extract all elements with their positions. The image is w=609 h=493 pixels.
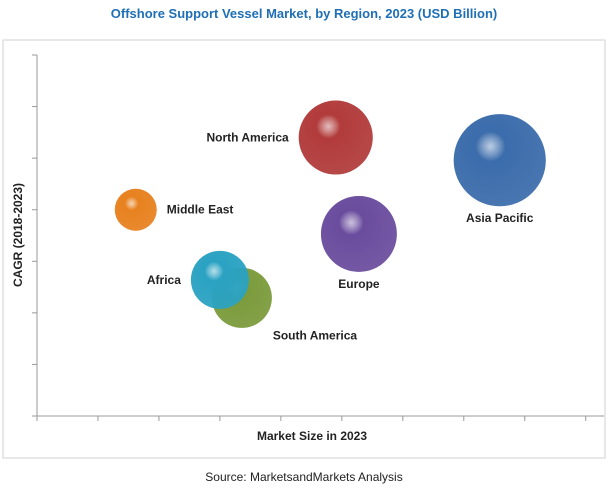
bubble (190, 250, 249, 309)
bubble-label: Africa (147, 273, 181, 287)
x-axis-label: Market Size in 2023 (257, 429, 367, 443)
bubble-shade (298, 100, 373, 175)
y-axis-label: CAGR (2018-2023) (11, 183, 25, 287)
bubble-label: Europe (338, 277, 380, 291)
chart-frame (2, 39, 606, 459)
bubble-shade (320, 196, 397, 272)
chart-title: Offshore Support Vessel Market, by Regio… (111, 6, 497, 21)
bubble-shade (190, 250, 249, 309)
source-note: Source: MarketsandMarkets Analysis (205, 470, 402, 484)
bubble-label: South America (273, 329, 358, 343)
bubble-label: North America (206, 131, 289, 145)
bubble (298, 100, 373, 175)
bubble-shade (453, 114, 546, 207)
bubble-label: Middle East (167, 203, 234, 217)
bubble-shade (114, 188, 157, 231)
bubble-label: Asia Pacific (466, 211, 534, 225)
bubble (114, 188, 157, 231)
bubble (453, 114, 546, 207)
bubble (320, 196, 397, 272)
